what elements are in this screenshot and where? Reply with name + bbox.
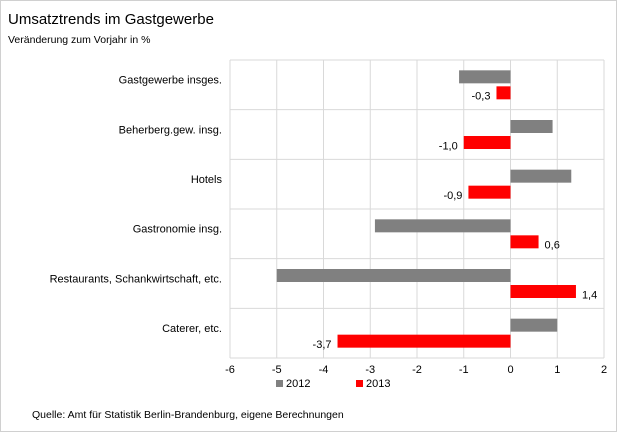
category-label: Beherberg.gew. insg. [119, 124, 222, 136]
chart-title: Umsatztrends im Gastgewerbe [8, 11, 214, 28]
bar [459, 70, 511, 84]
data-label: 1,4 [582, 289, 597, 301]
legend-swatch [276, 380, 283, 387]
bar [496, 86, 511, 100]
x-tick-label: -1 [459, 364, 469, 376]
x-tick-label: -5 [272, 364, 282, 376]
data-label: -3,7 [313, 339, 332, 351]
x-tick-label: 1 [554, 364, 560, 376]
x-tick-label: -3 [365, 364, 375, 376]
x-tick-label: 2 [601, 364, 607, 376]
source-note: Quelle: Amt für Statistik Berlin-Branden… [32, 409, 344, 421]
category-label: Gastronomie insg. [133, 224, 222, 236]
data-label: -0,3 [472, 91, 491, 103]
x-tick-label: -2 [412, 364, 422, 376]
bar [510, 120, 553, 133]
category-label: Hotels [191, 174, 223, 186]
data-label: -1,0 [439, 140, 458, 152]
bar [510, 318, 558, 332]
chart-subtitle: Veränderung zum Vorjahr in % [8, 34, 150, 46]
legend-label: 2012 [286, 378, 310, 390]
legend-label: 2013 [366, 378, 390, 390]
bar [510, 235, 539, 249]
data-label: -0,9 [443, 190, 462, 202]
bar [510, 285, 576, 298]
category-label: Gastgewerbe insges. [119, 75, 222, 87]
bar [276, 269, 511, 282]
bar [374, 219, 511, 233]
bar [463, 136, 511, 149]
x-tick-label: -6 [225, 364, 235, 376]
category-label: Caterer, etc. [162, 323, 222, 335]
legend-swatch [356, 380, 363, 387]
bar [510, 169, 572, 183]
category-label: Restaurants, Schankwirtschaft, etc. [50, 273, 222, 285]
x-tick-label: 0 [507, 364, 513, 376]
data-label: 0,6 [545, 240, 560, 252]
bar [337, 334, 511, 348]
bar [468, 185, 511, 199]
x-tick-label: -4 [319, 364, 329, 376]
